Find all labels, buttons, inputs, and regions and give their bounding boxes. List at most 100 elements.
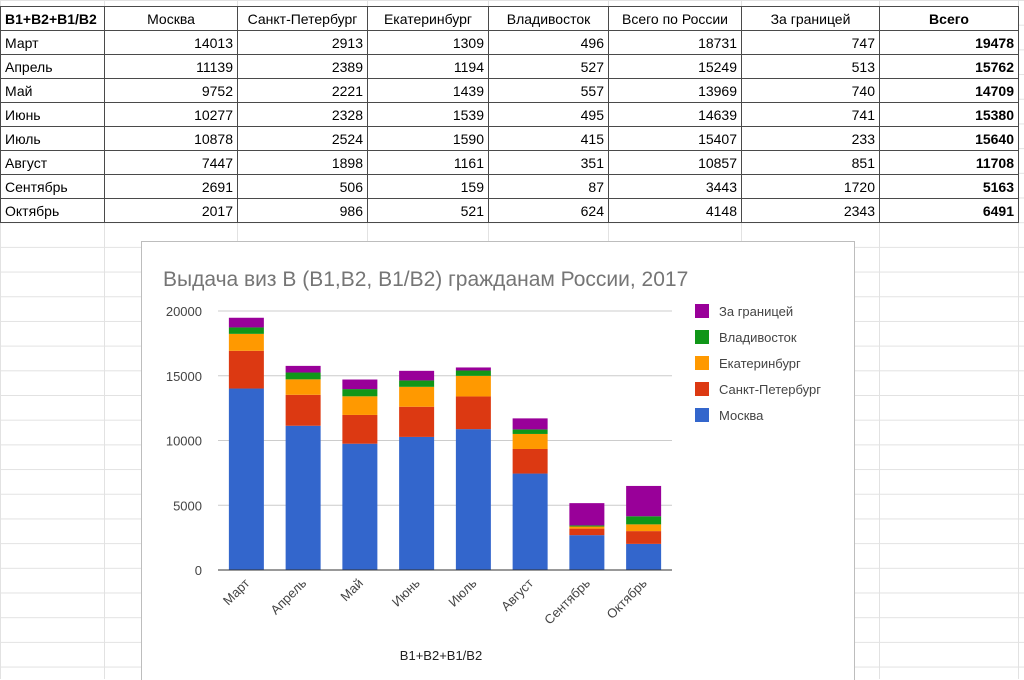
table-row: Март 14013 2913 1309 496 18731 747 19478: [0, 30, 1019, 55]
month-cell[interactable]: Октябрь: [0, 198, 105, 223]
value-cell[interactable]: 1898: [237, 150, 368, 175]
bar-segment: [342, 443, 378, 570]
bar-segment: [399, 436, 435, 570]
value-cell[interactable]: 506: [237, 174, 368, 199]
value-cell[interactable]: 527: [488, 54, 609, 79]
value-cell[interactable]: 233: [741, 126, 880, 151]
bar-segment: [342, 379, 378, 390]
column-header[interactable]: Санкт-Петербург: [237, 6, 368, 31]
month-cell[interactable]: Июль: [0, 126, 105, 151]
month-cell[interactable]: Март: [0, 30, 105, 55]
value-cell[interactable]: 851: [741, 150, 880, 175]
value-cell[interactable]: 747: [741, 30, 880, 55]
value-cell[interactable]: 14013: [104, 30, 238, 55]
value-cell[interactable]: 351: [488, 150, 609, 175]
total-cell[interactable]: 19478: [879, 30, 1019, 55]
value-cell[interactable]: 10878: [104, 126, 238, 151]
value-cell[interactable]: 15407: [608, 126, 742, 151]
month-cell[interactable]: Май: [0, 78, 105, 103]
value-cell[interactable]: 2017: [104, 198, 238, 223]
bar-segment: [626, 543, 662, 570]
total-cell[interactable]: 15640: [879, 126, 1019, 151]
total-cell[interactable]: 6491: [879, 198, 1019, 223]
value-cell[interactable]: 2328: [237, 102, 368, 127]
y-tick-label: 20000: [166, 304, 202, 319]
bar-segment: [626, 531, 662, 544]
month-cell[interactable]: Апрель: [0, 54, 105, 79]
value-cell[interactable]: 10857: [608, 150, 742, 175]
value-cell[interactable]: 159: [367, 174, 489, 199]
month-cell[interactable]: Июнь: [0, 102, 105, 127]
column-header[interactable]: Всего по России: [608, 6, 742, 31]
bar-segment: [285, 379, 321, 395]
value-cell[interactable]: 2913: [237, 30, 368, 55]
value-cell[interactable]: 9752: [104, 78, 238, 103]
value-cell[interactable]: 1720: [741, 174, 880, 199]
chart-canvas: Выдача виз В (B1,B2, B1/B2) гражданам Ро…: [163, 268, 821, 663]
value-cell[interactable]: 15249: [608, 54, 742, 79]
column-header[interactable]: За границей: [741, 6, 880, 31]
column-header-total[interactable]: Всего: [879, 6, 1019, 31]
value-cell[interactable]: 10277: [104, 102, 238, 127]
value-cell[interactable]: 741: [741, 102, 880, 127]
total-cell[interactable]: 14709: [879, 78, 1019, 103]
value-cell[interactable]: 1161: [367, 150, 489, 175]
value-cell[interactable]: 2221: [237, 78, 368, 103]
value-cell[interactable]: 740: [741, 78, 880, 103]
total-cell[interactable]: 15380: [879, 102, 1019, 127]
bar-segment: [228, 388, 264, 570]
bar-segment: [455, 429, 491, 570]
x-tick-label: Март: [220, 575, 253, 608]
value-cell[interactable]: 4148: [608, 198, 742, 223]
value-cell[interactable]: 1590: [367, 126, 489, 151]
bar-segment: [569, 528, 605, 536]
value-cell[interactable]: 2691: [104, 174, 238, 199]
bar-segment: [228, 317, 264, 328]
x-tick-label: Октябрь: [604, 575, 650, 621]
total-cell[interactable]: 11708: [879, 150, 1019, 175]
value-cell[interactable]: 1194: [367, 54, 489, 79]
bar-segment: [285, 394, 321, 426]
value-cell[interactable]: 986: [237, 198, 368, 223]
value-cell[interactable]: 14639: [608, 102, 742, 127]
month-cell[interactable]: Сентябрь: [0, 174, 105, 199]
table-corner-cell[interactable]: B1+B2+B1/B2: [0, 6, 105, 31]
bar-segment: [342, 389, 378, 397]
column-header[interactable]: Екатеринбург: [367, 6, 489, 31]
value-cell[interactable]: 13969: [608, 78, 742, 103]
stacked-bar-chart[interactable]: Выдача виз В (B1,B2, B1/B2) гражданам Ро…: [141, 241, 855, 680]
value-cell[interactable]: 7447: [104, 150, 238, 175]
column-header[interactable]: Владивосток: [488, 6, 609, 31]
x-tick-label: Сентябрь: [541, 575, 593, 627]
legend-swatch: [695, 356, 709, 370]
value-cell[interactable]: 624: [488, 198, 609, 223]
value-cell[interactable]: 1539: [367, 102, 489, 127]
value-cell[interactable]: 495: [488, 102, 609, 127]
column-header[interactable]: Москва: [104, 6, 238, 31]
bar-segment: [342, 396, 378, 415]
value-cell[interactable]: 2389: [237, 54, 368, 79]
value-cell[interactable]: 557: [488, 78, 609, 103]
legend-label: Санкт-Петербург: [719, 382, 821, 397]
value-cell[interactable]: 513: [741, 54, 880, 79]
x-tick-label: Апрель: [267, 575, 309, 617]
value-cell[interactable]: 415: [488, 126, 609, 151]
value-cell[interactable]: 1309: [367, 30, 489, 55]
total-cell[interactable]: 15762: [879, 54, 1019, 79]
visa-data-table: B1+B2+B1/B2 Москва Санкт-Петербург Екате…: [0, 6, 1019, 223]
bar-segment: [455, 370, 491, 376]
value-cell[interactable]: 3443: [608, 174, 742, 199]
value-cell[interactable]: 87: [488, 174, 609, 199]
month-cell[interactable]: Август: [0, 150, 105, 175]
value-cell[interactable]: 18731: [608, 30, 742, 55]
legend-swatch: [695, 304, 709, 318]
value-cell[interactable]: 2524: [237, 126, 368, 151]
value-cell[interactable]: 11139: [104, 54, 238, 79]
total-cell[interactable]: 5163: [879, 174, 1019, 199]
bar-segment: [626, 524, 662, 532]
value-cell[interactable]: 521: [367, 198, 489, 223]
value-cell[interactable]: 2343: [741, 198, 880, 223]
value-cell[interactable]: 496: [488, 30, 609, 55]
bar-segment: [399, 380, 435, 387]
value-cell[interactable]: 1439: [367, 78, 489, 103]
